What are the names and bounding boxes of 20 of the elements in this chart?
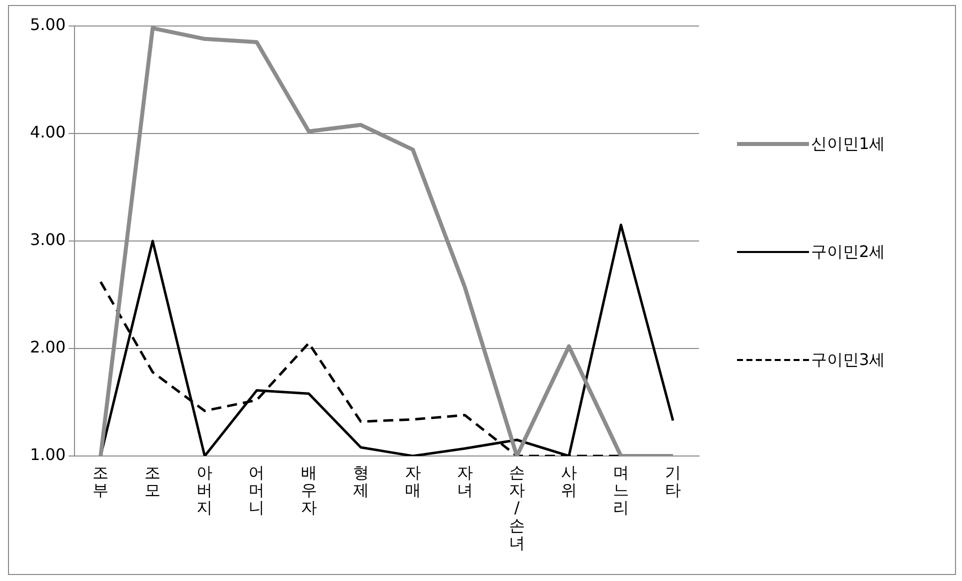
legend-label: 구이민3세 (811, 350, 886, 370)
x-tick-label: 배우자 (300, 462, 317, 518)
x-tick-label: 자매 (404, 462, 421, 500)
y-tick-label: 2.00 (30, 338, 66, 357)
x-tick-label: 어머니 (248, 462, 265, 518)
x-tick-label: 조모 (144, 462, 161, 500)
legend-label: 신이민1세 (811, 134, 886, 154)
x-tick-label: 형제 (352, 462, 369, 500)
y-tick-label: 3.00 (30, 230, 66, 250)
x-tick-label: 조부 (92, 462, 109, 500)
y-tick-label: 1.00 (30, 445, 66, 464)
y-tick-label: 4.00 (30, 122, 66, 142)
x-tick-label: 손자/손녀 (508, 462, 525, 552)
x-tick-label: 사위 (560, 462, 577, 500)
x-tick-label: 며느리 (612, 462, 629, 518)
x-tick-label: 아버지 (196, 462, 213, 518)
x-tick-label: 자녀 (456, 462, 473, 500)
y-tick-label: 5.00 (30, 15, 66, 34)
legend-label: 구이민2세 (811, 242, 886, 262)
x-tick-label: 기타 (664, 462, 681, 500)
